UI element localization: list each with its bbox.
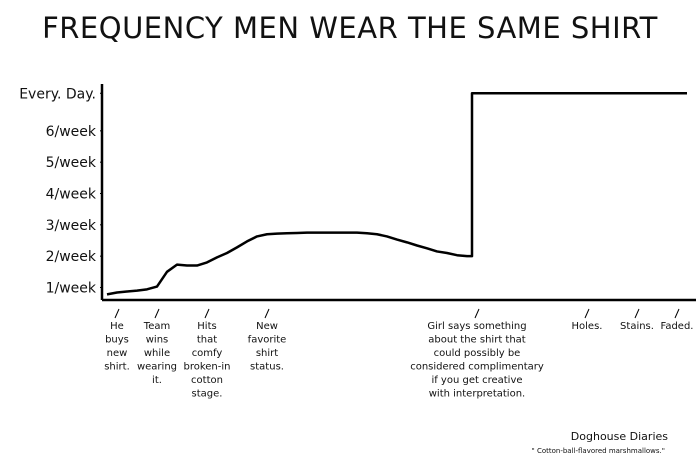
annotation-label: New favorite shirt status. — [248, 321, 287, 373]
y-tick-label: 1/week — [46, 280, 97, 296]
annotation-label: He buys new shirt. — [104, 321, 130, 373]
annotation-tick — [634, 308, 640, 319]
annotation-label: Hits that comfy broken-in cotton stage. — [183, 321, 230, 400]
y-tick-label: 5/week — [46, 155, 97, 171]
chart-title: FREQUENCY MEN WEAR THE SAME SHIRT — [42, 11, 658, 45]
line — [106, 92, 687, 296]
y-tick-label: Every. Day. — [19, 86, 96, 102]
y-tick-label: 2/week — [46, 249, 97, 265]
annotation-tick — [154, 308, 160, 319]
caption: " Cotton-ball-flavored marshmallows." — [532, 447, 666, 455]
annotation-tick — [674, 308, 680, 319]
annotation-label: Faded. — [661, 321, 694, 332]
annotation-tick — [584, 308, 590, 319]
annotation-label: Girl says something about the shirt that c… — [410, 321, 544, 400]
annotation-tick — [474, 308, 480, 319]
y-tick-label: 6/week — [46, 124, 97, 140]
credit: Doghouse Diaries — [571, 430, 668, 443]
annotation-tick — [264, 308, 270, 319]
annotation-tick — [204, 308, 210, 319]
annotation-tick — [114, 308, 120, 319]
annotation-label: Team wins while wearing it. — [137, 321, 177, 386]
annotation-label: Stains. — [620, 321, 654, 332]
y-tick-label: 4/week — [46, 187, 97, 203]
y-tick-label: 3/week — [46, 218, 97, 234]
annotation-label: Holes. — [572, 321, 603, 332]
